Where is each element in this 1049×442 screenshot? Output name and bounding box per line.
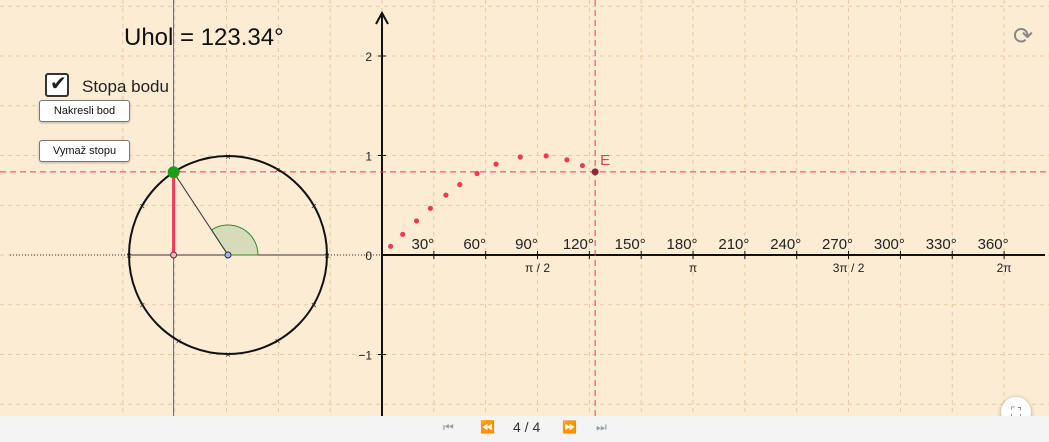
unit-circle: ××××××××××××	[126, 152, 330, 361]
circle-tick-mark: ×	[275, 165, 281, 176]
footer-bar: ⏮ ⏪ 4 / 4 ⏩ ⏭	[0, 416, 1049, 442]
circle-tick-mark: ×	[126, 251, 132, 262]
radius-line	[173, 172, 229, 256]
fullscreen-icon: ⛶	[1011, 404, 1021, 420]
foot-point	[170, 251, 178, 259]
circle-tick-mark: ×	[139, 202, 145, 213]
trace-point	[413, 218, 420, 224]
degree-label: 150°	[615, 236, 646, 253]
y-tick-label: 2	[365, 50, 372, 64]
degree-label: 180°	[667, 236, 698, 253]
circle-tick-mark: ×	[225, 350, 231, 361]
degree-label: 30°	[411, 236, 434, 253]
grid-lines	[0, 0, 1049, 416]
circle-tick-mark: ×	[311, 301, 317, 312]
degree-label: 270°	[822, 236, 853, 253]
last-page-icon[interactable]: ⏭	[596, 420, 607, 434]
trace-point	[474, 170, 480, 177]
clear-trace-button[interactable]: Vymaž stopu	[39, 140, 130, 162]
trace-point	[543, 153, 549, 159]
circle-tick-mark: ×	[176, 337, 182, 348]
circle-tick-mark: ×	[311, 202, 317, 213]
trace-point	[457, 182, 463, 188]
axis-labels: 2 1 0 −1 30° 60° 90° 120° 150° 180° 210° 240° 270° 30…	[358, 50, 1011, 363]
point-label-E: E	[600, 152, 610, 169]
radian-label: 3π / 2	[833, 261, 865, 275]
degree-label: 210°	[718, 236, 749, 253]
circle-tick-mark: ×	[139, 301, 145, 312]
angle-readout: Uhol = 123.34°	[124, 24, 284, 51]
radian-label: π	[689, 261, 697, 275]
next-page-icon[interactable]: ⏩	[562, 420, 577, 434]
trace-checkbox[interactable]: ✔	[45, 73, 69, 97]
circle-tick-mark: ×	[275, 337, 281, 348]
y-axis-arrow-icon	[375, 10, 389, 25]
y-tick-label: −1	[358, 349, 372, 363]
degree-label: 120°	[563, 236, 594, 253]
axes	[0, 0, 1049, 416]
checkmark-icon: ✔	[50, 73, 67, 95]
draw-point-button[interactable]: Nakresli bod	[39, 100, 130, 122]
moving-point	[167, 166, 180, 179]
trace-point	[579, 162, 586, 169]
graph-canvas[interactable]: ×××××××××××× 210−130°60°90°120°150°180°2…	[0, 0, 1049, 416]
degree-label: 90°	[515, 236, 538, 253]
trace-point	[591, 168, 599, 176]
degree-label: 240°	[770, 236, 801, 253]
trace-point	[564, 157, 570, 163]
first-page-icon[interactable]: ⏮	[443, 420, 454, 434]
trace-point	[443, 192, 449, 198]
reset-icon[interactable]: ⟳	[1013, 23, 1034, 50]
circle-tick-mark: ×	[225, 152, 231, 163]
y-tick-label: 0	[365, 249, 372, 263]
trace-point	[388, 243, 394, 249]
degree-label: 60°	[463, 236, 486, 253]
page-indicator: 4 / 4	[513, 419, 541, 435]
radian-label: π / 2	[525, 261, 550, 275]
trace-point	[493, 161, 499, 167]
y-tick-label: 1	[365, 150, 372, 164]
degree-label: 330°	[926, 236, 957, 253]
trace-point	[427, 205, 433, 211]
degree-label: 360°	[978, 236, 1009, 253]
trace-point	[517, 154, 523, 160]
circle-tick-mark: ×	[324, 251, 330, 262]
previous-page-icon[interactable]: ⏪	[480, 420, 495, 434]
circle	[128, 155, 328, 355]
trace-checkbox-label[interactable]: Stopa bodu	[82, 77, 169, 96]
center-point	[224, 251, 232, 259]
radian-label: 2π	[997, 261, 1012, 275]
degree-label: 300°	[874, 236, 905, 253]
trace-points	[388, 153, 599, 249]
trace-point	[400, 231, 406, 237]
graphics-view[interactable]: ×××××××××××× 210−130°60°90°120°150°180°2…	[0, 0, 1049, 427]
